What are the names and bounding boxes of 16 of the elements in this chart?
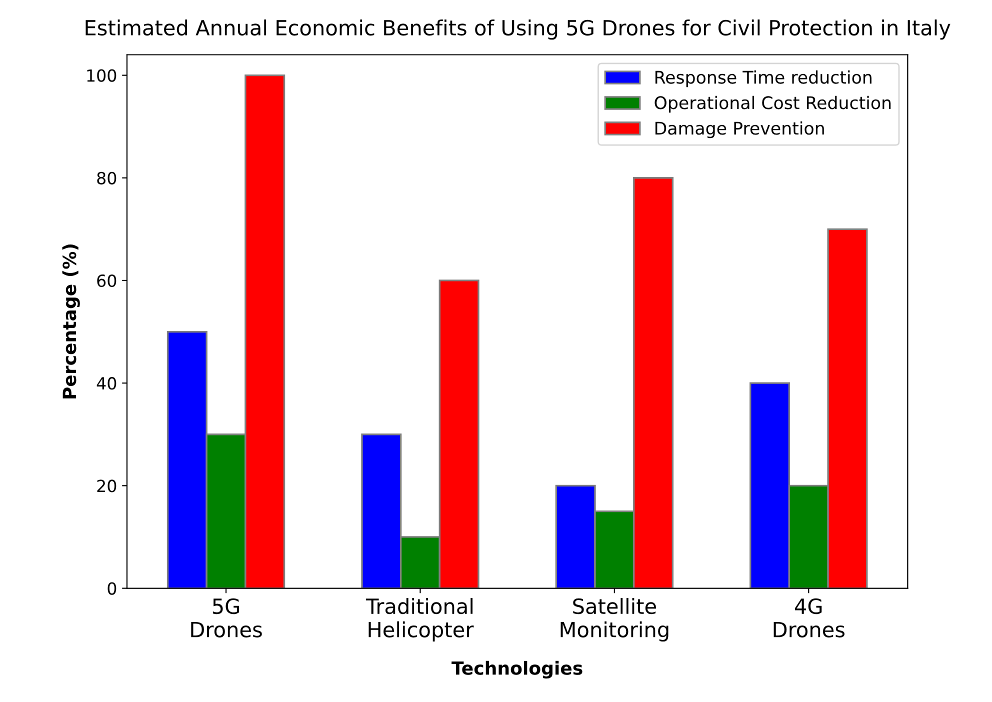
x-axis-title: Technologies xyxy=(452,660,582,679)
y-tick-label: 20 xyxy=(97,480,116,492)
y-tick-label: 100 xyxy=(87,69,116,82)
legend-label: Response Time reduction xyxy=(655,70,872,88)
y-axis-title: Percentage (%) xyxy=(62,244,80,398)
x-tick-label: 5G Drones xyxy=(191,598,262,638)
legend-label: Operational Cost Reduction xyxy=(654,96,891,113)
chart-title: Estimated Annual Economic Benefits of Using 5G Drones for Civil Protection in Italy xyxy=(86,19,950,40)
y-tick-label: 0 xyxy=(108,582,116,595)
y-tick-label: 60 xyxy=(97,274,116,288)
x-tick-label: Satellite Monitoring xyxy=(560,598,668,642)
y-tick-label: 40 xyxy=(96,377,116,390)
x-tick-label: Traditional Helicopter xyxy=(366,598,474,642)
y-tick-label: 80 xyxy=(97,172,116,184)
legend-label: Damage Prevention xyxy=(655,121,824,138)
x-tick-label: 4G Drones xyxy=(774,598,844,638)
